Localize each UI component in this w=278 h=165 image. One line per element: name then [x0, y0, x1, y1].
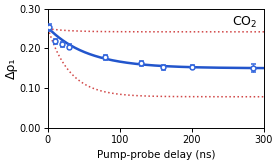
X-axis label: Pump-probe delay (ns): Pump-probe delay (ns)	[96, 150, 215, 160]
Text: CO$_2$: CO$_2$	[232, 15, 257, 30]
Y-axis label: Δρ₁: Δρ₁	[5, 58, 18, 79]
